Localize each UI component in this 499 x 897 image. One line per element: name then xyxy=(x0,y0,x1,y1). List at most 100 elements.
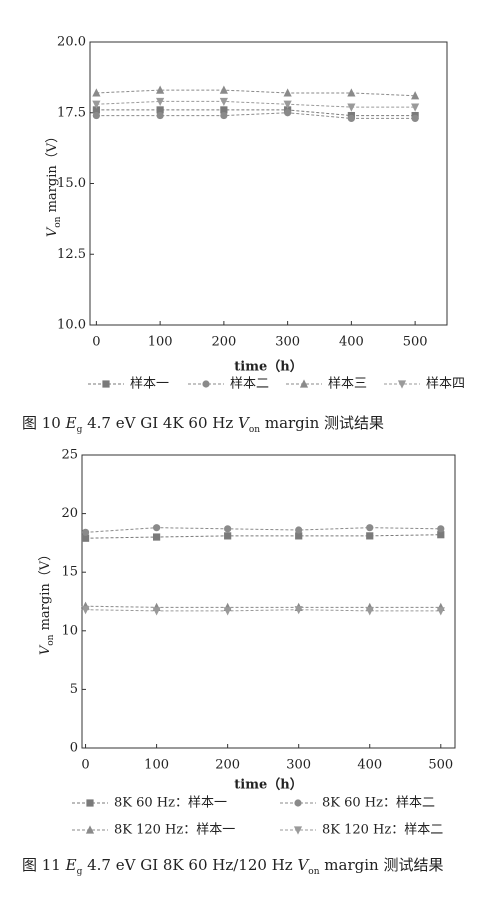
x-tick-label: 100 xyxy=(148,335,173,350)
marker xyxy=(411,103,420,112)
legend-marker xyxy=(397,380,407,389)
text-part: g xyxy=(77,867,83,877)
y-axis-label: Von margin（V） xyxy=(45,130,63,237)
marker xyxy=(224,532,232,540)
marker xyxy=(437,525,445,533)
series-line xyxy=(96,100,416,108)
legend-marker xyxy=(293,826,303,835)
text-part: on xyxy=(46,634,56,645)
marker xyxy=(223,607,232,616)
legend-marker xyxy=(294,799,302,807)
marker xyxy=(366,532,374,540)
x-tick-label: 300 xyxy=(275,335,300,350)
legend-label: 8K 60 Hz：样本二 xyxy=(322,796,435,811)
marker xyxy=(294,606,303,615)
marker xyxy=(81,528,90,536)
legend-marker xyxy=(299,379,309,388)
marker xyxy=(156,106,164,114)
marker xyxy=(284,109,292,117)
series-line xyxy=(85,527,441,533)
marker xyxy=(156,85,165,94)
x-tick-label: 100 xyxy=(144,758,169,773)
legend-marker xyxy=(102,380,110,388)
series-line xyxy=(85,605,441,608)
x-tick-label: 400 xyxy=(357,758,382,773)
marker xyxy=(92,100,101,109)
x-axis-label: time（h） xyxy=(234,359,302,375)
marker xyxy=(156,97,165,107)
y-tick-label: 20 xyxy=(61,506,78,521)
x-tick-label: 0 xyxy=(92,335,100,350)
series-line xyxy=(96,109,416,117)
figure-caption: 图 11 Eg 4.7 eV GI 8K 60 Hz/120 Hz Von ma… xyxy=(22,856,443,877)
legend-label: 样本二 xyxy=(230,377,269,392)
marker xyxy=(347,88,356,97)
legend-marker xyxy=(85,825,95,834)
series-line xyxy=(85,534,441,539)
x-tick-label: 200 xyxy=(215,758,240,773)
legend-label: 样本四 xyxy=(426,377,465,392)
marker xyxy=(153,524,161,532)
legend-label: 8K 60 Hz：样本一 xyxy=(114,796,227,811)
y-tick-label: 10.0 xyxy=(57,318,86,333)
marker xyxy=(92,111,100,120)
text-part: margin（V） xyxy=(45,130,60,217)
text-part: on xyxy=(53,216,63,227)
marker xyxy=(295,526,303,534)
marker xyxy=(220,111,228,120)
marker xyxy=(81,534,90,542)
y-tick-label: 10 xyxy=(61,623,78,638)
x-tick-label: 300 xyxy=(286,758,311,773)
text-part: margin（V） xyxy=(38,548,53,635)
marker xyxy=(92,106,100,114)
marker xyxy=(295,532,303,540)
marker xyxy=(224,525,232,533)
x-tick-label: 0 xyxy=(81,758,89,773)
text-part: on xyxy=(249,425,260,435)
legend-label: 样本一 xyxy=(130,377,169,392)
marker xyxy=(411,114,419,123)
legend-label: 8K 120 Hz：样本二 xyxy=(322,823,443,838)
marker xyxy=(152,607,161,616)
marker xyxy=(411,91,420,100)
marker xyxy=(92,88,101,97)
text-part: V xyxy=(38,644,53,655)
marker xyxy=(156,111,164,120)
text-part: V xyxy=(45,226,60,237)
text-part: E xyxy=(65,856,77,874)
y-tick-label: 5 xyxy=(70,682,78,697)
series-line xyxy=(96,89,416,97)
text-part: 4.7 eV GI 4K 60 Hz xyxy=(82,414,238,432)
x-tick-label: 500 xyxy=(428,758,453,773)
marker xyxy=(436,607,445,616)
x-tick-label: 400 xyxy=(339,335,364,350)
legend-label: 8K 120 Hz：样本一 xyxy=(114,823,235,838)
text-part: V xyxy=(297,856,310,874)
text-part: V xyxy=(238,414,251,432)
plot-frame xyxy=(81,454,456,749)
text-part: margin 测试结果 xyxy=(260,414,384,432)
marker xyxy=(219,85,228,94)
figure-caption: 图 10 Eg 4.7 eV GI 4K 60 Hz Von margin 测试… xyxy=(22,414,384,435)
y-tick-label: 25 xyxy=(61,448,78,463)
text-part: on xyxy=(308,867,319,877)
marker xyxy=(81,606,90,615)
y-tick-label: 20.0 xyxy=(57,35,86,50)
text-part: 图 11 xyxy=(22,856,66,874)
y-axis-label: Von margin（V） xyxy=(38,548,56,655)
y-tick-label: 17.5 xyxy=(57,105,86,120)
marker xyxy=(365,607,374,616)
marker xyxy=(220,106,228,114)
legend-label: 样本三 xyxy=(328,377,367,392)
x-tick-label: 200 xyxy=(211,335,236,350)
marker xyxy=(283,100,292,109)
text-part: E xyxy=(65,414,77,432)
y-tick-label: 12.5 xyxy=(57,247,86,262)
series-line xyxy=(85,609,441,612)
series-line xyxy=(96,112,416,119)
marker xyxy=(347,103,356,112)
marker xyxy=(437,531,445,539)
marker xyxy=(283,88,292,97)
y-tick-label: 0 xyxy=(70,741,78,756)
